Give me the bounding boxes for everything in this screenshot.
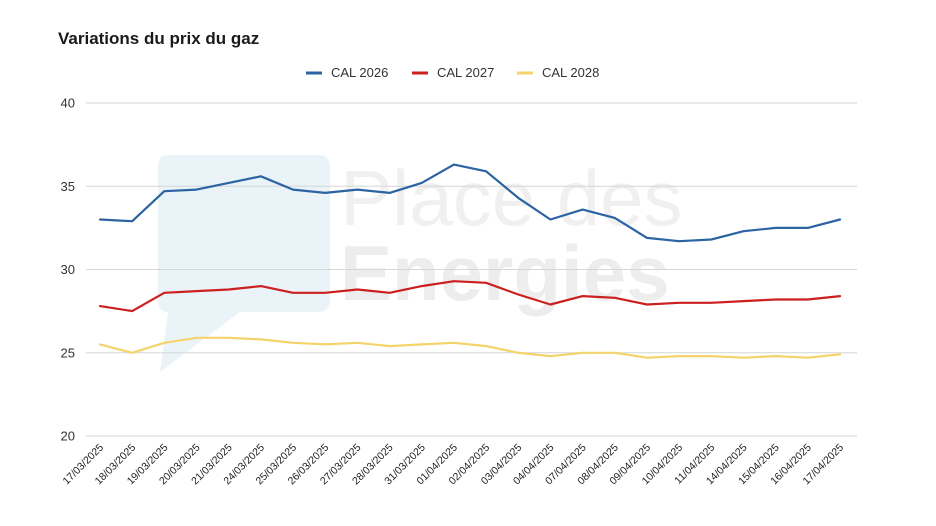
x-axis-ticks: 17/03/202518/03/202519/03/202520/03/2025… [60, 442, 846, 488]
watermark: Place des Energies [158, 154, 683, 372]
legend-label-cal-2026: CAL 2026 [331, 65, 388, 80]
y-tick-label: 30 [61, 262, 75, 277]
y-tick-label: 20 [61, 429, 75, 444]
legend-item-cal-2028: CAL 2028 [517, 65, 599, 80]
legend-item-cal-2027: CAL 2027 [412, 65, 494, 80]
legend: CAL 2026 CAL 2027 CAL 2028 [306, 65, 599, 80]
series-layer [98, 163, 842, 359]
watermark-logo-shape [158, 155, 330, 372]
chart-title: Variations du prix du gaz [58, 29, 259, 48]
y-tick-label: 40 [61, 96, 75, 111]
grid-layer [86, 102, 857, 437]
watermark-line2: Energies [340, 229, 669, 317]
series-line-cal-2027 [98, 280, 842, 313]
legend-label-cal-2027: CAL 2027 [437, 65, 494, 80]
legend-item-cal-2026: CAL 2026 [306, 65, 388, 80]
y-axis-ticks: 20 25 30 35 40 [61, 96, 75, 444]
legend-label-cal-2028: CAL 2028 [542, 65, 599, 80]
y-tick-label: 35 [61, 179, 75, 194]
series-line-cal-2028 [98, 336, 842, 359]
watermark-line1: Place des [340, 154, 683, 242]
y-tick-label: 25 [61, 345, 75, 360]
series-line-cal-2026 [98, 163, 842, 243]
